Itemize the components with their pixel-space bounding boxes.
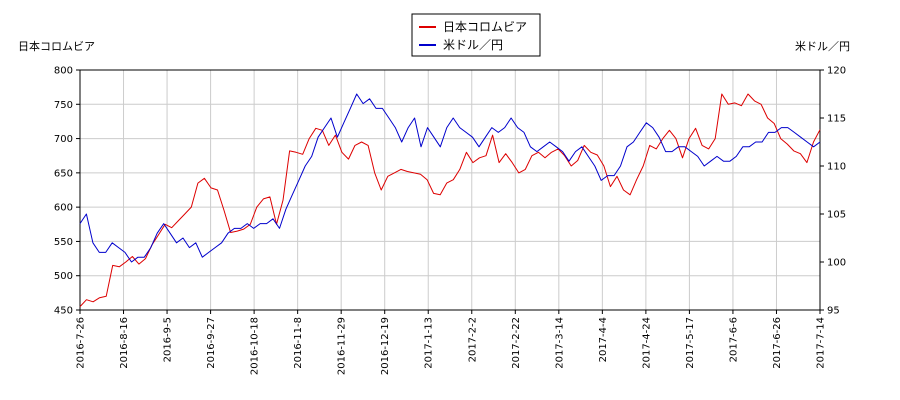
legend: 日本コロムビア 米ドル／円 bbox=[411, 13, 541, 57]
legend-box bbox=[411, 13, 541, 57]
x-tick-label: 2016-9-27 bbox=[206, 317, 217, 369]
series-line-0 bbox=[79, 93, 821, 307]
left-tick-label: 500 bbox=[54, 271, 73, 282]
series-line-1 bbox=[79, 93, 821, 263]
x-tick-label: 2017-5-17 bbox=[685, 317, 696, 369]
left-tick-label: 650 bbox=[54, 168, 73, 179]
left-tick-label: 750 bbox=[54, 100, 73, 111]
legend-label-series-0: 日本コロムビア bbox=[443, 20, 527, 34]
x-tick-label: 2016-9-5 bbox=[163, 317, 174, 362]
right-tick-label: 110 bbox=[827, 162, 846, 173]
right-tick-label: 100 bbox=[827, 258, 846, 269]
x-tick-label: 2016-12-19 bbox=[380, 317, 391, 375]
right-tick-label: 105 bbox=[827, 210, 846, 221]
x-tick-label: 2016-7-26 bbox=[76, 317, 87, 369]
left-tick-label: 450 bbox=[54, 306, 73, 317]
right-axis-ticks: 95 100 105 110 115 120 bbox=[820, 66, 846, 317]
right-axis-title: 米ドル／円 bbox=[795, 40, 850, 53]
grid-lines bbox=[79, 69, 821, 311]
x-tick-label: 2016-8-16 bbox=[119, 317, 130, 369]
series-layer bbox=[79, 93, 821, 307]
right-tick-label: 115 bbox=[827, 114, 846, 125]
left-axis-title: 日本コロムビア bbox=[18, 39, 95, 53]
x-tick-label: 2017-3-14 bbox=[554, 317, 565, 369]
x-tick-label: 2017-1-13 bbox=[424, 317, 435, 369]
plot-frame bbox=[79, 69, 821, 311]
x-axis-ticks: 2016-7-26 2016-8-16 2016-9-5 2016-9-27 2016-… bbox=[76, 310, 827, 375]
left-tick-label: 600 bbox=[54, 203, 73, 214]
left-axis-ticks: 450 500 550 600 650 700 750 800 bbox=[54, 66, 80, 317]
x-tick-label: 2017-4-4 bbox=[598, 317, 609, 362]
x-tick-label: 2017-2-2 bbox=[467, 317, 478, 362]
x-tick-label: 2017-6-6 bbox=[728, 317, 739, 362]
left-tick-label: 700 bbox=[54, 134, 73, 145]
x-tick-label: 2017-6-26 bbox=[772, 317, 783, 369]
x-tick-label: 2017-2-22 bbox=[511, 317, 522, 369]
x-tick-label: 2017-4-24 bbox=[641, 317, 652, 369]
right-tick-label: 120 bbox=[827, 66, 846, 77]
left-tick-label: 550 bbox=[54, 237, 73, 248]
x-tick-label: 2016-10-18 bbox=[250, 317, 261, 375]
x-tick-label: 2016-11-8 bbox=[293, 317, 304, 369]
legend-label-series-1: 米ドル／円 bbox=[443, 38, 503, 52]
x-tick-label: 2016-11-29 bbox=[337, 317, 348, 375]
x-tick-label: 2017-7-14 bbox=[816, 317, 827, 369]
left-tick-label: 800 bbox=[54, 66, 73, 77]
right-tick-label: 95 bbox=[827, 306, 840, 317]
